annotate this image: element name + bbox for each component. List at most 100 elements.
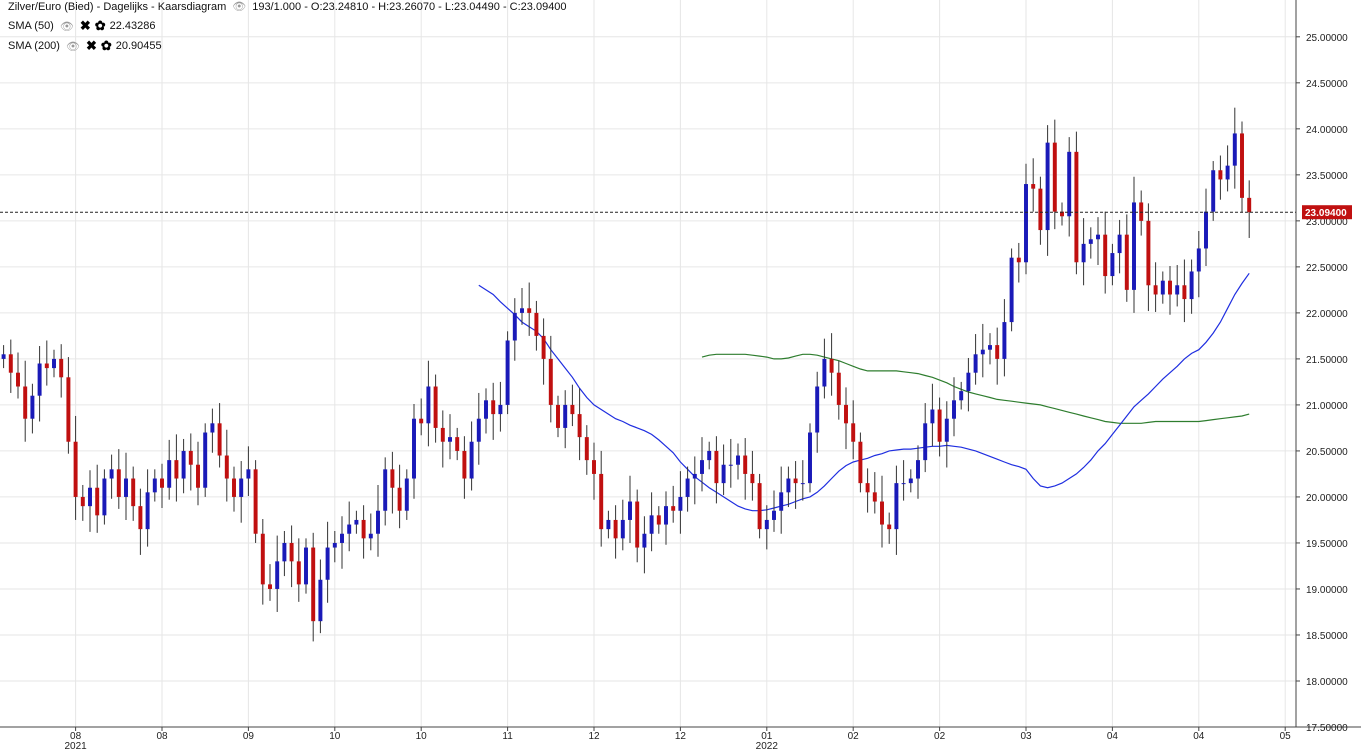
chart-grid (0, 0, 1296, 728)
time-tick-label: 12 (588, 731, 600, 742)
candle-up (505, 340, 510, 405)
time-tick-label: 04 (1193, 731, 1205, 742)
candle-down (1038, 188, 1043, 231)
close-icon[interactable]: ✖ (85, 38, 97, 53)
legend-sma200: SMA (200) 👁 ✖ ✿ 20.90455 (8, 38, 162, 54)
candle-up (563, 404, 568, 428)
candle-up (152, 478, 157, 493)
candle-up (210, 423, 215, 433)
candle-down (59, 358, 64, 378)
candle-up (772, 510, 776, 520)
candle-down (793, 478, 798, 484)
price-tick-label: 19.00000 (1306, 585, 1348, 596)
candle-down (390, 469, 395, 488)
candle-down (613, 519, 618, 539)
candle-down (548, 358, 553, 405)
legend-main: Zilver/Euro (Bied) - Dagelijks - Kaarsdi… (8, 0, 567, 14)
current-price-label: 23.09400 (1305, 208, 1347, 219)
time-tick-label: 02 (934, 731, 946, 742)
candle-up (88, 487, 92, 507)
candle-down (1016, 257, 1021, 263)
sma-200-line (701, 353, 1250, 424)
price-tick-label: 21.50000 (1306, 355, 1348, 366)
candle-up (383, 469, 388, 511)
candle-down (1031, 184, 1036, 189)
candle-up (275, 561, 280, 589)
price-tick-label: 22.50000 (1306, 263, 1348, 274)
price-tick-label: 20.00000 (1306, 493, 1348, 504)
candle-down (188, 450, 193, 465)
candle-up (1160, 280, 1165, 295)
candle-up (678, 496, 683, 511)
candle-down (556, 404, 560, 428)
candle-down (527, 308, 532, 313)
candle-down (880, 501, 884, 525)
candle-up (109, 469, 114, 479)
time-tick-label: 11 (502, 731, 513, 742)
candle-down (131, 478, 136, 507)
candle-down (253, 469, 258, 534)
candle-down (865, 483, 870, 493)
candle-down (174, 460, 179, 479)
candle-down (757, 483, 762, 530)
candle-up (448, 437, 452, 442)
candle-up (512, 312, 517, 341)
candle-down (541, 335, 546, 359)
gear-icon[interactable]: ✿ (100, 38, 112, 53)
candle-down (296, 561, 301, 585)
candle-up (412, 418, 416, 479)
candle-up (1, 354, 6, 359)
eye-icon[interactable]: 👁 (65, 40, 80, 53)
time-tick-year: 2021 (64, 741, 87, 751)
gear-icon[interactable]: ✿ (94, 18, 106, 33)
price-tick-label: 24.50000 (1306, 79, 1348, 90)
candle-down (80, 496, 85, 507)
eye-icon[interactable]: 👁 (59, 20, 74, 33)
candle-up (30, 395, 35, 419)
time-tick-label: 02 (848, 731, 860, 742)
candle-down (160, 478, 164, 488)
candle-up (1009, 257, 1014, 323)
candle-down (433, 386, 438, 428)
time-tick-label: 03 (1020, 731, 1032, 742)
price-axis[interactable]: 25.00000 24.50000 24.00000 23.50000 23.00000… (1296, 33, 1348, 734)
price-tick-label: 18.50000 (1306, 631, 1348, 642)
candle-down (534, 312, 539, 336)
candle-down (570, 404, 575, 415)
candle-up (181, 450, 186, 479)
candle-up (37, 363, 42, 396)
candle-down (224, 455, 229, 479)
candle-down (887, 524, 892, 530)
candle-down (858, 441, 863, 484)
price-tick-label: 23.00000 (1306, 217, 1348, 228)
candle-up (1211, 170, 1216, 212)
candle-up (649, 515, 654, 534)
candle-down (23, 386, 28, 419)
candle-down (1182, 285, 1187, 300)
candle-down (714, 450, 719, 484)
candle-up (332, 542, 337, 548)
candle-up (700, 460, 704, 474)
candle-down (311, 547, 316, 622)
candle-down (419, 418, 424, 424)
candle-up (908, 478, 913, 484)
candle-up (376, 510, 380, 534)
time-tick-label: 12 (675, 731, 687, 742)
time-tick-label: 10 (416, 731, 428, 742)
price-tick-label: 21.00000 (1306, 401, 1348, 412)
candle-down (592, 460, 596, 474)
candle-down (1139, 202, 1144, 221)
candle-down (1240, 133, 1244, 198)
candle-up (239, 478, 244, 497)
eye-icon[interactable]: 👁 (232, 1, 247, 13)
time-tick-label: 08 (70, 731, 82, 742)
candle-down (1168, 280, 1172, 295)
close-icon[interactable]: ✖ (79, 18, 91, 33)
candle-down (829, 358, 834, 373)
candle-up (1196, 248, 1201, 272)
candle-down (268, 584, 272, 589)
candle-up (988, 345, 992, 350)
candle-up (642, 533, 647, 548)
